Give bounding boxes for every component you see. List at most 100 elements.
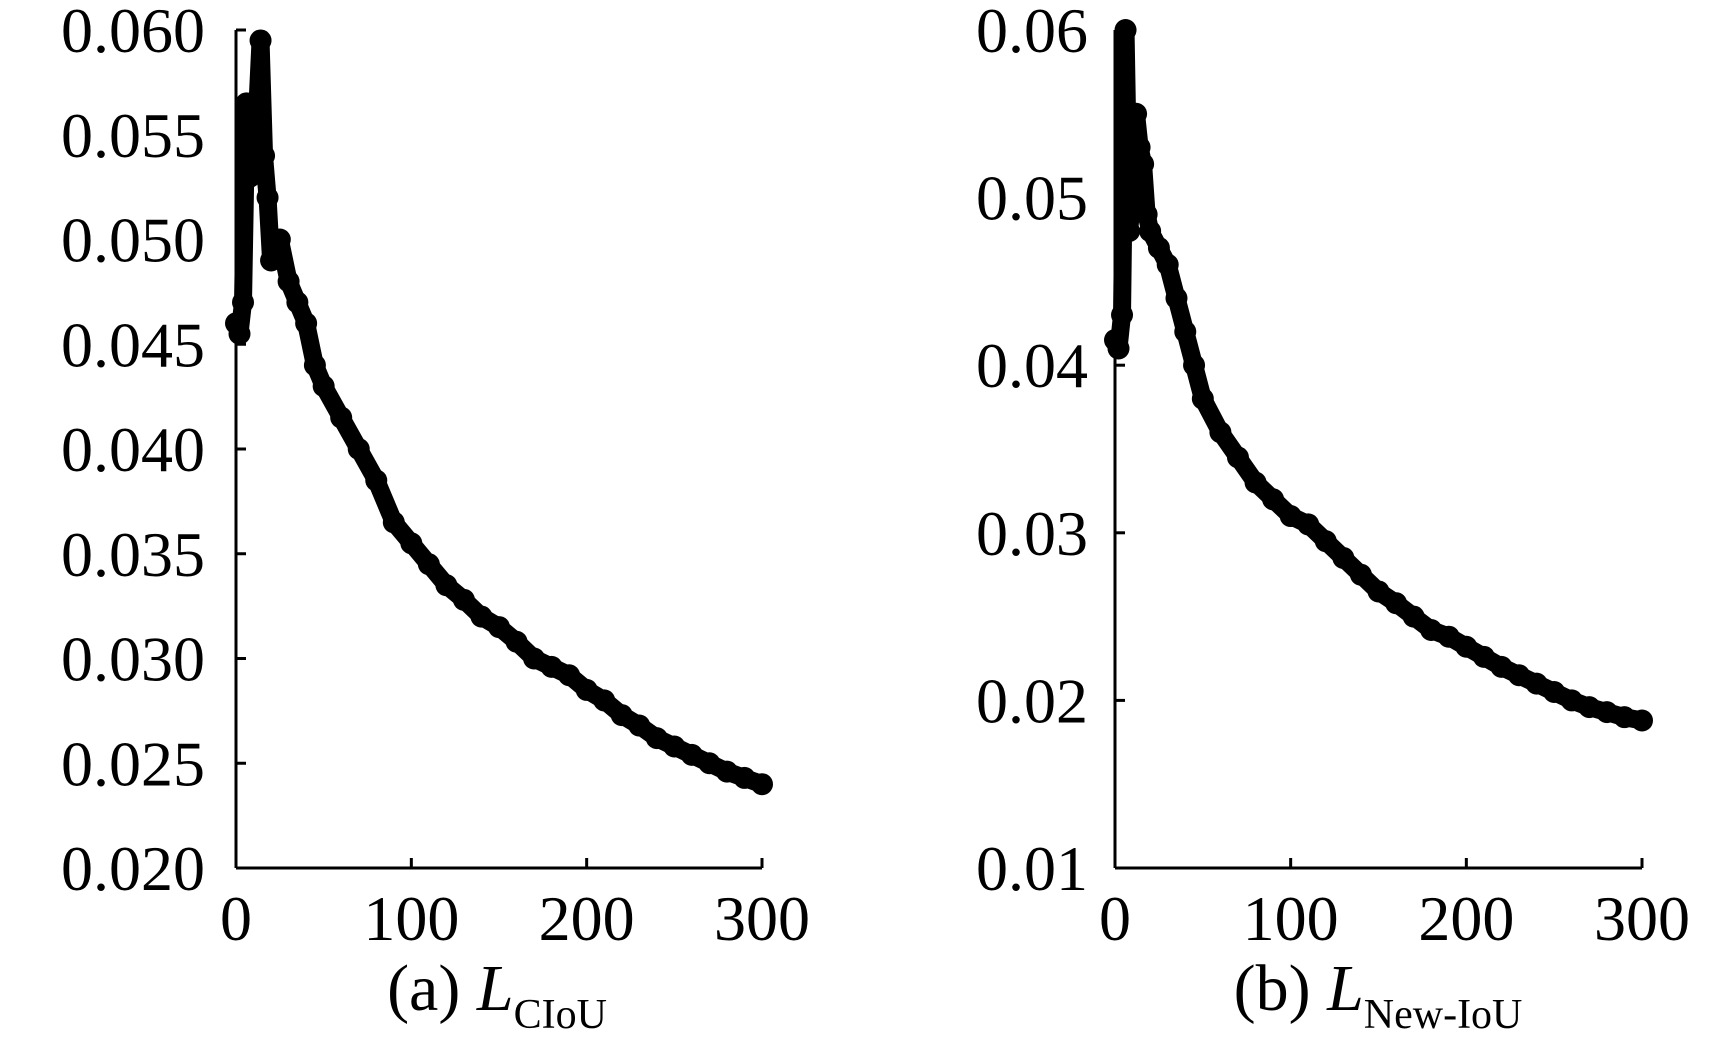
data-point bbox=[435, 574, 458, 597]
data-point bbox=[286, 291, 309, 314]
data-point bbox=[295, 312, 318, 335]
data-point bbox=[246, 102, 269, 125]
y-tick-label: 0.02 bbox=[976, 665, 1088, 736]
data-point bbox=[452, 588, 475, 611]
data-point bbox=[1279, 505, 1302, 528]
data-point bbox=[593, 689, 616, 712]
data-point bbox=[1121, 186, 1144, 209]
caption-subscript: New-IoU bbox=[1364, 992, 1523, 1038]
data-point bbox=[365, 469, 388, 492]
data-point bbox=[1111, 303, 1134, 326]
caption-symbol: L bbox=[1326, 952, 1364, 1025]
data-point bbox=[253, 144, 276, 167]
data-point bbox=[1262, 488, 1285, 511]
data-point bbox=[610, 704, 633, 727]
data-point bbox=[1132, 153, 1155, 176]
x-tick-label: 300 bbox=[714, 883, 810, 954]
caption-symbol: L bbox=[476, 952, 514, 1025]
caption-prefix: (b) bbox=[1234, 952, 1327, 1025]
x-tick-label: 0 bbox=[1099, 883, 1131, 954]
y-tick-label: 0.06 bbox=[976, 0, 1088, 66]
series-line bbox=[227, 31, 771, 794]
data-point bbox=[1191, 387, 1214, 410]
data-point bbox=[645, 727, 668, 750]
data-point bbox=[1156, 253, 1179, 276]
data-point bbox=[1107, 337, 1130, 360]
data-point bbox=[1349, 563, 1372, 586]
data-point bbox=[330, 406, 353, 429]
data-point bbox=[1525, 672, 1548, 695]
data-point bbox=[1367, 580, 1390, 603]
data-point bbox=[347, 438, 370, 460]
data-point bbox=[239, 165, 262, 188]
data-point bbox=[1174, 320, 1197, 343]
data-point bbox=[232, 291, 255, 314]
y-tick-label: 0.040 bbox=[61, 414, 205, 485]
x-tick-label: 100 bbox=[363, 883, 459, 954]
data-point bbox=[1437, 625, 1460, 648]
data-point bbox=[575, 678, 598, 701]
chart-panel-b: 0.01 0.02 0.03 0.04 0.05 0.06 0 100 200 300 (b) LN… bbox=[976, 0, 1690, 1038]
data-point bbox=[1135, 203, 1158, 226]
y-tick-label: 0.060 bbox=[61, 0, 205, 66]
data-point bbox=[1139, 220, 1162, 243]
data-point bbox=[1125, 102, 1148, 125]
data-point bbox=[1226, 446, 1249, 469]
data-point bbox=[1578, 696, 1601, 719]
y-tick-label: 0.01 bbox=[976, 833, 1088, 904]
data-point bbox=[715, 760, 738, 783]
data-point bbox=[488, 616, 510, 639]
data-point bbox=[1128, 136, 1151, 159]
panel-caption: (b) LNew-IoU bbox=[1234, 952, 1523, 1038]
data-point bbox=[470, 605, 493, 628]
data-point bbox=[1560, 689, 1583, 712]
x-tick-label: 100 bbox=[1243, 883, 1339, 954]
data-point bbox=[1244, 471, 1267, 494]
data-point bbox=[540, 655, 563, 678]
x-tick-label: 300 bbox=[1594, 883, 1690, 954]
data-point bbox=[628, 714, 651, 737]
data-point bbox=[698, 752, 721, 775]
data-point bbox=[303, 354, 326, 377]
data-point bbox=[1472, 645, 1495, 668]
data-point bbox=[1455, 635, 1478, 658]
x-tick-label: 200 bbox=[1418, 883, 1514, 954]
y-tick-label: 0.050 bbox=[61, 205, 205, 276]
data-point bbox=[260, 249, 283, 272]
data-point bbox=[1297, 513, 1320, 536]
data-point bbox=[242, 127, 265, 150]
data-point bbox=[1402, 605, 1425, 628]
data-point bbox=[312, 375, 335, 398]
caption-subscript: CIoU bbox=[514, 992, 607, 1038]
data-point bbox=[1332, 546, 1355, 569]
y-tick-label: 0.05 bbox=[976, 163, 1088, 234]
data-point bbox=[523, 647, 546, 670]
data-point bbox=[1314, 530, 1337, 553]
y-tick-label: 0.030 bbox=[61, 624, 205, 695]
y-tick-label: 0.04 bbox=[976, 330, 1088, 401]
y-tick-label: 0.020 bbox=[61, 833, 205, 904]
data-point bbox=[228, 322, 251, 345]
data-point bbox=[1613, 706, 1636, 729]
data-point bbox=[277, 270, 300, 293]
data-point bbox=[680, 743, 703, 766]
data-point bbox=[505, 630, 528, 653]
x-tick-label: 0 bbox=[220, 883, 252, 954]
x-tick-label: 200 bbox=[539, 883, 635, 954]
data-point bbox=[1118, 220, 1141, 243]
data-point bbox=[268, 228, 291, 251]
data-point bbox=[751, 773, 773, 796]
data-point bbox=[1385, 592, 1408, 615]
data-point bbox=[249, 29, 272, 52]
data-point bbox=[1420, 619, 1443, 642]
caption-prefix: (a) bbox=[387, 952, 477, 1025]
data-point bbox=[417, 553, 440, 576]
data-point bbox=[1209, 421, 1232, 444]
data-point bbox=[1595, 701, 1618, 724]
y-tick-label: 0.025 bbox=[61, 728, 205, 799]
y-tick-label: 0.03 bbox=[976, 498, 1088, 569]
data-point bbox=[1114, 19, 1137, 41]
data-point bbox=[382, 511, 405, 534]
data-point bbox=[558, 664, 581, 687]
